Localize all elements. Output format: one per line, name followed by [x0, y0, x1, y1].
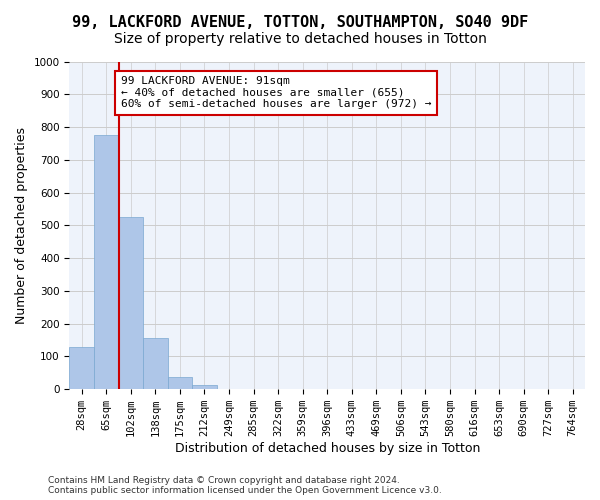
Text: 99 LACKFORD AVENUE: 91sqm
← 40% of detached houses are smaller (655)
60% of semi: 99 LACKFORD AVENUE: 91sqm ← 40% of detac…	[121, 76, 431, 110]
Bar	[167, 377, 192, 389]
Text: Contains HM Land Registry data © Crown copyright and database right 2024.
Contai: Contains HM Land Registry data © Crown c…	[48, 476, 442, 495]
Text: 99, LACKFORD AVENUE, TOTTON, SOUTHAMPTON, SO40 9DF: 99, LACKFORD AVENUE, TOTTON, SOUTHAMPTON…	[72, 15, 528, 30]
Bar	[119, 217, 143, 389]
Bar	[94, 135, 119, 389]
Bar	[143, 338, 167, 389]
Bar	[70, 346, 94, 389]
Y-axis label: Number of detached properties: Number of detached properties	[15, 127, 28, 324]
Bar	[192, 386, 217, 389]
X-axis label: Distribution of detached houses by size in Totton: Distribution of detached houses by size …	[175, 442, 480, 455]
Text: Size of property relative to detached houses in Totton: Size of property relative to detached ho…	[113, 32, 487, 46]
